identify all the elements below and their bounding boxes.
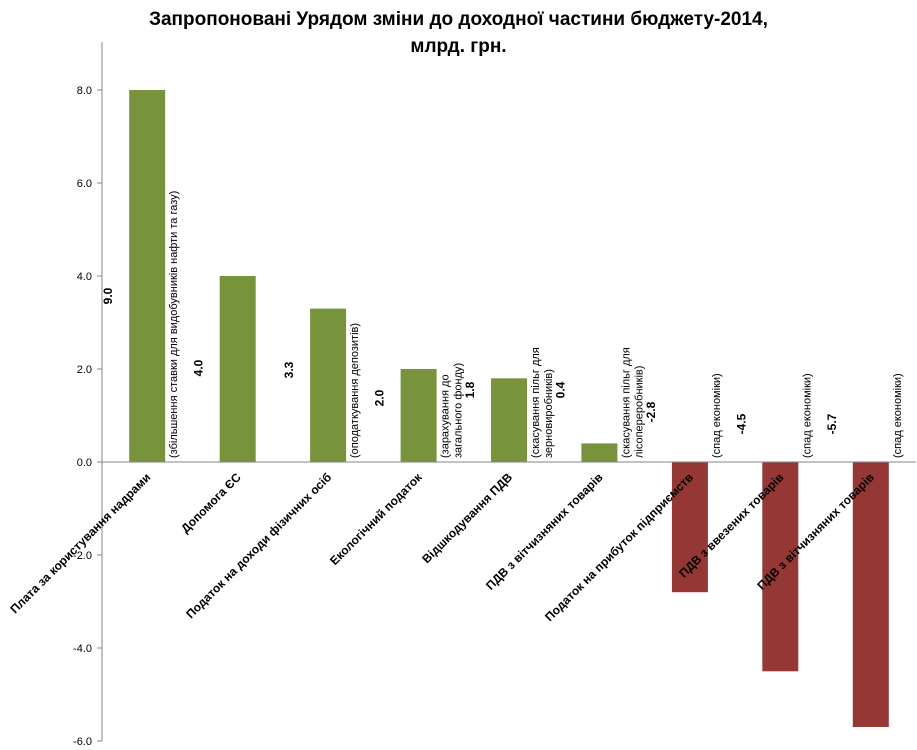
chart-title-line-2: млрд. грн. xyxy=(410,36,507,57)
data-label: -5.7 xyxy=(825,413,839,434)
data-label: -4.5 xyxy=(734,413,748,434)
y-tick-label: 2.0 xyxy=(77,364,92,376)
annotation-label: (оподаткування депозитів) xyxy=(349,323,361,458)
annotation-label: (скасування пільг для xyxy=(620,347,632,458)
bar-positive xyxy=(310,308,347,462)
y-tick-label: -6.0 xyxy=(73,736,92,748)
annotation-label: (спад економіки) xyxy=(801,373,813,458)
annotation-label: (спад економіки) xyxy=(892,373,904,458)
data-label: 4.0 xyxy=(192,359,206,376)
annotation-label: зерновиробників) xyxy=(543,369,555,458)
data-label: 1.8 xyxy=(463,381,477,398)
bar-positive xyxy=(400,369,437,462)
annotation-label: (збільшення ставки для видобувників нафт… xyxy=(168,191,180,458)
annotation-label: (скасування пільг для xyxy=(530,347,542,458)
bar-positive xyxy=(129,90,166,462)
y-tick-label: 6.0 xyxy=(77,178,92,190)
bar-positive xyxy=(491,378,527,462)
data-label: 9.0 xyxy=(101,287,115,304)
annotation-label: (зарахування до xyxy=(440,374,452,458)
chart-title-line-1: Запропоновані Урядом зміни до доходної ч… xyxy=(149,9,768,30)
data-label: 2.0 xyxy=(373,389,387,406)
category-label: Плата за користування надрами xyxy=(7,470,153,616)
bar-positive xyxy=(581,443,618,462)
bar-negative xyxy=(852,462,889,727)
chart-title: Запропоновані Урядом зміни до доходної ч… xyxy=(0,6,917,60)
category-label: Допомога ЄС xyxy=(178,470,244,536)
y-tick-label: 4.0 xyxy=(77,271,92,283)
annotation-label: лісопереробників) xyxy=(633,366,645,458)
y-tick-label: -4.0 xyxy=(73,643,92,655)
y-tick-label: 8.0 xyxy=(77,85,92,97)
data-label: 0.4 xyxy=(553,381,567,398)
data-label: 3.3 xyxy=(282,361,296,378)
category-label: Відшкодування ПДВ xyxy=(419,470,515,566)
bar-positive xyxy=(219,276,256,462)
y-tick-label: 0.0 xyxy=(77,457,92,469)
category-label: Екологічний податок xyxy=(327,470,425,568)
annotation-label: загального фонду) xyxy=(453,363,465,458)
annotation-label: (спад економіки) xyxy=(711,373,723,458)
bar-negative xyxy=(762,462,799,672)
data-label: -2.8 xyxy=(644,401,658,422)
category-label: Податок на доходи фізичних осіб xyxy=(183,470,334,621)
bar-negative xyxy=(671,462,708,593)
y-tick-label: -2.0 xyxy=(73,550,92,562)
